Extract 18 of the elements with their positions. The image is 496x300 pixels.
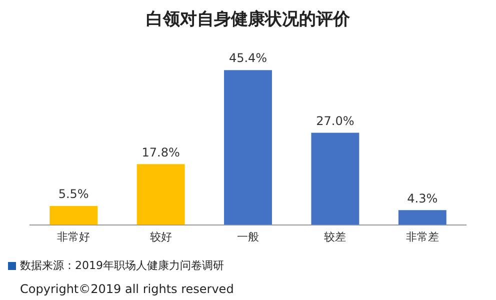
data-label: 4.3% xyxy=(407,191,438,206)
bar xyxy=(50,206,98,225)
data-label: 45.4% xyxy=(228,51,268,66)
x-tick-label: 非常差 xyxy=(406,230,439,244)
data-label: 17.8% xyxy=(142,145,180,160)
source-note: 数据来源：2019年职场人健康力问卷调研 xyxy=(20,258,224,273)
chart-title: 白领对自身健康状况的评价 xyxy=(146,10,351,30)
bar xyxy=(398,210,446,225)
bar xyxy=(311,132,360,225)
bar xyxy=(136,164,185,225)
text: Copyright©2019 all rights reserved xyxy=(20,282,234,296)
data-label: 5.5% xyxy=(58,187,89,202)
x-tick-label: 一般 xyxy=(237,231,259,244)
x-tick-label: 较差 xyxy=(324,230,346,244)
data-label: 27.0% xyxy=(316,114,354,128)
bar xyxy=(224,70,272,225)
x-tick-label: 较好 xyxy=(150,230,172,244)
x-tick-label: 非常好 xyxy=(57,230,90,244)
